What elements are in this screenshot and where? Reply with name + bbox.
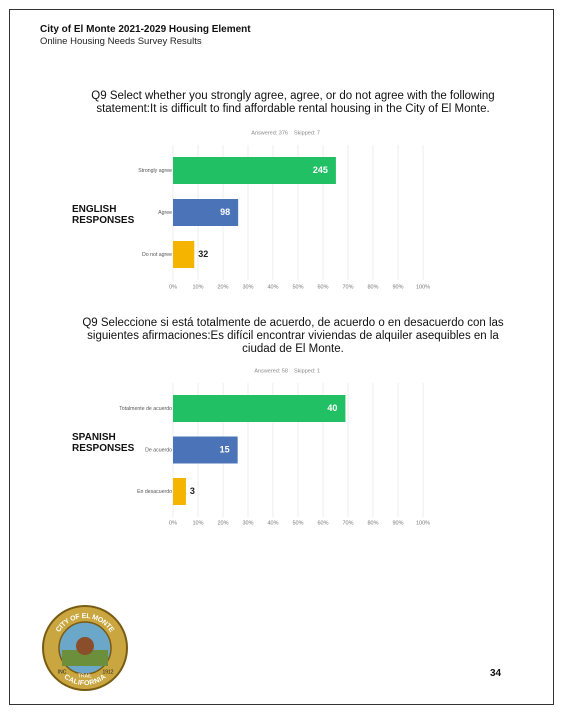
bar <box>173 395 346 422</box>
bar <box>173 478 186 505</box>
bar <box>173 157 336 184</box>
x-tick-label: 30% <box>242 520 253 526</box>
category-label: Agree <box>158 210 172 216</box>
count-label: 98 <box>220 207 230 217</box>
header-subtitle: Online Housing Needs Survey Results <box>40 36 202 47</box>
x-tick-label: 0% <box>169 284 177 290</box>
logo-year: 1912 <box>102 669 113 675</box>
category-label: En desacuerdo <box>137 489 172 495</box>
x-tick-label: 40% <box>267 520 278 526</box>
side-label: ENGLISH RESPONSES <box>72 204 135 226</box>
x-tick-label: 0% <box>169 520 177 526</box>
count-label: 245 <box>313 165 328 175</box>
bar <box>173 241 195 268</box>
logo-wagon <box>76 637 94 655</box>
question-title: Q9 Seleccione si está totalmente de acue… <box>82 317 504 355</box>
header-title: City of El Monte 2021-2029 Housing Eleme… <box>40 24 251 35</box>
category-label: De acuerdo <box>145 447 172 453</box>
skipped: Skipped: 1 <box>294 368 320 374</box>
x-tick-label: 60% <box>317 520 328 526</box>
x-tick-label: 70% <box>342 284 353 290</box>
answered: Answered: 376 <box>251 130 288 136</box>
category-label: Strongly agree <box>138 168 172 174</box>
count-label: 15 <box>220 444 230 454</box>
x-tick-label: 100% <box>416 520 430 526</box>
x-tick-label: 70% <box>342 520 353 526</box>
side-label: SPANISH RESPONSES <box>72 432 135 454</box>
x-tick-label: 50% <box>292 520 303 526</box>
x-tick-label: 90% <box>392 284 403 290</box>
x-tick-label: 100% <box>416 284 430 290</box>
page-border <box>9 9 554 705</box>
x-tick-label: 80% <box>367 520 378 526</box>
count-label: 32 <box>198 249 208 259</box>
x-tick-label: 20% <box>217 284 228 290</box>
x-tick-label: 60% <box>317 284 328 290</box>
x-tick-label: 20% <box>217 520 228 526</box>
page-number: 34 <box>490 668 502 679</box>
question-title: Q9 Select whether you strongly agree, ag… <box>91 90 495 115</box>
category-label: Totalmente de acuerdo <box>119 406 172 412</box>
x-tick-label: 10% <box>192 284 203 290</box>
x-tick-label: 10% <box>192 520 203 526</box>
x-tick-label: 50% <box>292 284 303 290</box>
logo: CITY OF EL MONTE CALIFORNIA INC 1912 TRA… <box>42 605 128 691</box>
x-tick-label: 80% <box>367 284 378 290</box>
bar <box>173 436 238 464</box>
count-label: 40 <box>327 403 337 413</box>
bar <box>173 199 239 226</box>
logo-land <box>62 650 108 666</box>
x-tick-label: 90% <box>392 520 403 526</box>
logo-trail: TRAIL <box>78 673 92 679</box>
category-label: Do not agree <box>142 252 172 258</box>
skipped: Skipped: 7 <box>294 130 320 136</box>
count-label: 3 <box>190 486 195 496</box>
x-tick-label: 40% <box>267 284 278 290</box>
answered: Answered: 58 <box>254 368 288 374</box>
logo-inc: INC <box>58 669 67 675</box>
x-tick-label: 30% <box>242 284 253 290</box>
